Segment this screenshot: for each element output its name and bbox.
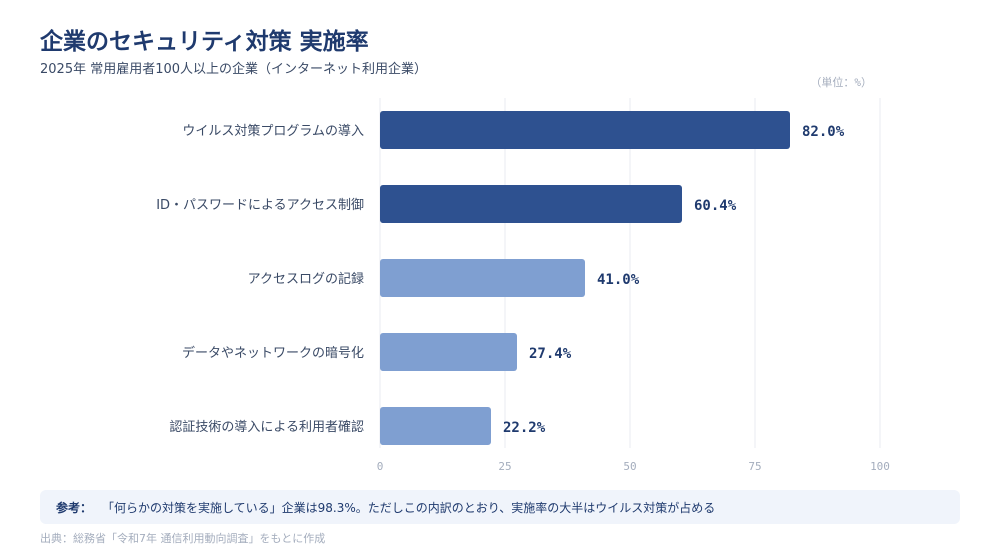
data-label: 22.2% (503, 420, 546, 436)
reference-note: 参考： 「何らかの対策を実施している」企業は98.3%。ただしこの内訳のとおり、… (40, 490, 960, 524)
bar (380, 259, 585, 297)
data-label: 60.4% (694, 198, 737, 214)
source-note: 出典：総務省「令和7年 通信利用動向調査」をもとに作成 (40, 532, 326, 545)
x-tick-label: 25 (498, 460, 511, 473)
data-label: 82.0% (802, 124, 845, 140)
unit-label: （単位：%） (810, 76, 872, 89)
category-label: ウイルス対策プログラムの導入 (182, 123, 364, 139)
x-tick-label: 50 (623, 460, 636, 473)
bar (380, 333, 517, 371)
category-label: データやネットワークの暗号化 (182, 345, 364, 361)
x-tick-label: 100 (870, 460, 890, 473)
data-label: 27.4% (529, 346, 572, 362)
bar (380, 111, 790, 149)
note-label: 参考： (56, 500, 93, 515)
data-label: 41.0% (597, 272, 640, 288)
category-label: アクセスログの記録 (248, 271, 364, 287)
note-text: 「何らかの対策を実施している」企業は98.3%。ただしこの内訳のとおり、実施率の… (102, 500, 716, 515)
chart-title: 企業のセキュリティ対策 実施率 (40, 29, 369, 55)
bar-chart: 0 25 50 75 100 ウイルス対策プログラムの導入 82.0% ID・パスワードによる… (156, 98, 890, 473)
x-tick-label: 75 (748, 460, 761, 473)
category-label: ID・パスワードによるアクセス制御 (156, 198, 364, 213)
category-label: 認証技術の導入による利用者確認 (169, 419, 364, 435)
chart-subtitle: 2025年 常用雇用者100人以上の企業（インターネット利用企業） (40, 62, 428, 77)
bar (380, 407, 491, 445)
bar (380, 185, 682, 223)
x-tick-label: 0 (377, 460, 384, 473)
